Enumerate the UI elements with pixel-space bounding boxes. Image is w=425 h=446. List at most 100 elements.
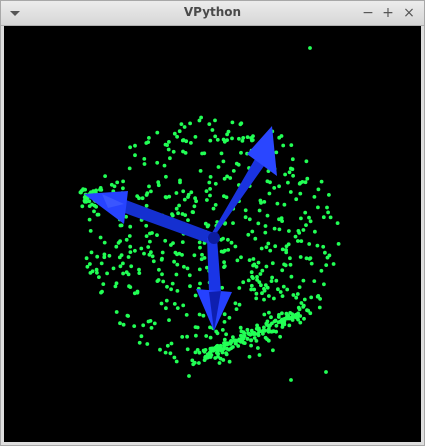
- title-bar[interactable]: VPython − + ×: [1, 1, 424, 26]
- scene-point: [270, 275, 274, 280]
- scene-point: [193, 350, 198, 355]
- scene-point: [321, 244, 326, 249]
- scene-point: [174, 206, 179, 211]
- scene-point: [137, 271, 142, 275]
- scene-point: [119, 253, 124, 257]
- scene-point: [282, 262, 286, 267]
- scene-point: [133, 248, 137, 253]
- scene-point: [216, 351, 221, 356]
- scene-point: [327, 193, 331, 197]
- scene-point: [305, 308, 309, 313]
- scene-point: [226, 129, 231, 134]
- scene-point: [269, 329, 274, 334]
- scene-point: [155, 130, 160, 135]
- scene-point: [199, 257, 204, 262]
- scene-point: [267, 294, 271, 298]
- scene-point: [297, 285, 302, 289]
- scene-point: [220, 328, 225, 332]
- scene-point: [288, 256, 292, 261]
- scene-point: [293, 234, 298, 239]
- scene-point: [251, 276, 255, 280]
- scene-point: [335, 221, 340, 226]
- scene-point: [267, 310, 271, 315]
- scene-point: [191, 210, 196, 215]
- scene-point: [287, 170, 292, 175]
- scene-point: [156, 183, 161, 188]
- scene-point: [135, 289, 140, 294]
- scene-point: [299, 301, 304, 305]
- scene-point: [245, 327, 250, 332]
- scene-point: [325, 255, 330, 260]
- maximize-button[interactable]: +: [382, 5, 394, 21]
- window-menu-button[interactable]: [7, 5, 23, 21]
- scene-point: [145, 342, 150, 346]
- close-button[interactable]: ×: [403, 5, 415, 21]
- scene-point: [155, 160, 160, 165]
- scene-point: [88, 262, 92, 266]
- scene-point: [301, 228, 306, 232]
- scene-point: [301, 278, 306, 283]
- scene-point: [201, 313, 206, 318]
- scene-point: [180, 253, 184, 257]
- scene-point: [128, 250, 133, 255]
- minimize-button[interactable]: −: [362, 5, 374, 21]
- scene-point: [280, 294, 285, 298]
- scene-point: [225, 138, 230, 142]
- scene-point: [119, 223, 124, 228]
- scene-point: [150, 231, 154, 235]
- scene-point: [221, 236, 225, 241]
- scene-point: [237, 136, 241, 141]
- 3d-scene-canvas[interactable]: [4, 26, 421, 442]
- scene-point: [264, 245, 269, 250]
- scene-point: [288, 190, 293, 194]
- scene-point: [213, 118, 217, 123]
- scene-point: [98, 235, 103, 240]
- scene-point: [85, 264, 90, 269]
- scene-point: [299, 239, 304, 244]
- scene-point: [144, 223, 149, 228]
- scene-point: [152, 321, 157, 326]
- scene-point: [147, 184, 151, 189]
- scene-point: [181, 189, 186, 194]
- scene-point: [186, 218, 190, 223]
- scene-point: [249, 287, 254, 292]
- scene-point: [252, 287, 257, 292]
- scene-point: [256, 221, 261, 226]
- scene-point: [236, 344, 241, 348]
- scene-point: [268, 180, 272, 185]
- scene-point: [312, 279, 317, 283]
- scene-point: [291, 173, 295, 178]
- scene-point: [203, 354, 208, 359]
- scene-point: [262, 297, 266, 302]
- scene-point: [84, 199, 89, 204]
- scene-point: [195, 348, 200, 352]
- scene-svg: [78, 46, 341, 382]
- scene-point: [229, 240, 234, 245]
- scene-point: [210, 346, 215, 351]
- arrow-bottom: [196, 238, 232, 331]
- scene-point: [121, 261, 125, 266]
- scene-point: [92, 209, 96, 214]
- scene-point: [272, 186, 277, 190]
- scene-point: [256, 332, 260, 336]
- scene-point: [163, 238, 168, 243]
- scene-point: [309, 295, 314, 300]
- scene-point: [114, 310, 119, 314]
- scene-point: [147, 136, 151, 140]
- scene-point: [146, 245, 151, 249]
- scene-point: [228, 342, 233, 346]
- scene-point: [165, 343, 170, 348]
- scene-point: [208, 349, 213, 354]
- scene-point: [260, 268, 265, 273]
- scene-point: [255, 275, 259, 279]
- scene-point: [241, 136, 246, 140]
- scene-point: [191, 362, 196, 367]
- scene-point: [254, 291, 259, 296]
- scene-point: [121, 186, 125, 191]
- scene-point: [175, 306, 180, 310]
- scene-point: [263, 230, 268, 235]
- scene-point: [186, 192, 191, 197]
- scene-point: [185, 334, 190, 339]
- scene-point: [273, 318, 278, 323]
- scene-point: [297, 231, 302, 235]
